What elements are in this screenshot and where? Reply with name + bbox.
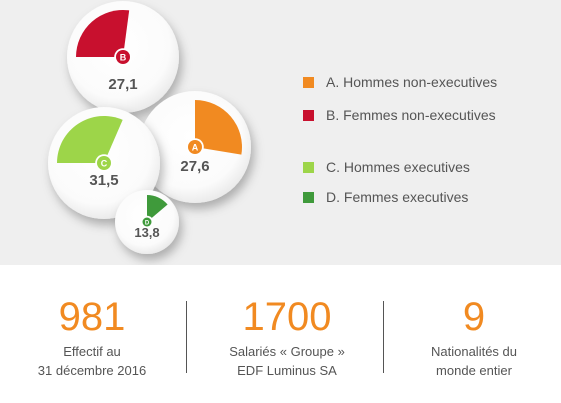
- legend-item-b: B. Femmes non-executives: [303, 107, 496, 123]
- legend-label-c: C. Hommes executives: [326, 159, 470, 175]
- stats-divider: [186, 301, 187, 373]
- bubble-d-value-label: 13,8: [134, 225, 159, 240]
- bubble-c-marker: [97, 156, 111, 170]
- stats-section: 981 Effectif au 31 décembre 2016 1700 Sa…: [0, 265, 561, 403]
- bubble-b: B 27,1: [67, 1, 179, 113]
- stat-group-employees: 1700 Salariés « Groupe » EDF Luminus SA: [197, 295, 377, 380]
- bubble-c: C 31,5: [48, 107, 160, 219]
- bubble-c-value-label: 31,5: [89, 172, 118, 189]
- legend-label-b: B. Femmes non-executives: [326, 107, 496, 123]
- legend-item-a: A. Hommes non-executives: [303, 74, 497, 90]
- bubble-b-marker: [116, 50, 130, 64]
- stat-headcount: 981 Effectif au 31 décembre 2016: [2, 295, 182, 380]
- stat-nationalities: 9 Nationalités du monde entier: [384, 295, 561, 380]
- bubble-a: A 27,6: [139, 91, 251, 203]
- legend-label-d: D. Femmes executives: [326, 189, 469, 205]
- stat-headcount-caption-line1: Effectif au: [63, 344, 121, 359]
- bubble-b-wedge: [76, 10, 130, 58]
- legend-swatch-b: [303, 109, 314, 121]
- legend-swatch-a: [303, 76, 314, 88]
- bubble-a-letter: A: [192, 142, 199, 152]
- stat-nationalities-caption-line1: Nationalités du: [431, 344, 517, 359]
- bubble-d-marker: [142, 217, 152, 227]
- bubble-b-letter: B: [120, 52, 127, 62]
- bubble-d-wedge: [147, 195, 168, 222]
- stat-headcount-caption-line2: 31 décembre 2016: [37, 363, 147, 378]
- stats-divider: [383, 301, 384, 373]
- stat-headcount-value: 981: [58, 295, 126, 339]
- bubble-b-value-label: 27,1: [108, 76, 137, 93]
- chart-panel: B 27,1 A 27,6 C 31,5 D 13,8 A. Hommes non-execu…: [0, 0, 561, 265]
- legend-item-c: C. Hommes executives: [303, 159, 470, 175]
- stat-group-employees-caption-line2: EDF Luminus SA: [237, 363, 337, 378]
- stat-nationalities-value: 9: [462, 295, 486, 339]
- bubble-a-marker: [188, 140, 202, 154]
- legend-item-d: D. Femmes executives: [303, 189, 468, 205]
- stat-group-employees-caption-line1: Salariés « Groupe »: [229, 344, 345, 359]
- bubble-a-value-label: 27,6: [180, 158, 209, 175]
- stat-group-employees-value: 1700: [242, 295, 332, 339]
- bubble-d: D13,8: [115, 190, 179, 254]
- bubble-c-wedge: [57, 116, 123, 163]
- stat-nationalities-caption-line2: monde entier: [436, 363, 512, 378]
- bubble-d-letter: D: [145, 220, 150, 226]
- legend-label-a: A. Hommes non-executives: [326, 74, 498, 90]
- bubble-a-wedge: [195, 100, 242, 155]
- bubble-c-letter: C: [101, 158, 108, 168]
- legend-swatch-d: [303, 191, 314, 203]
- legend-swatch-c: [303, 161, 314, 173]
